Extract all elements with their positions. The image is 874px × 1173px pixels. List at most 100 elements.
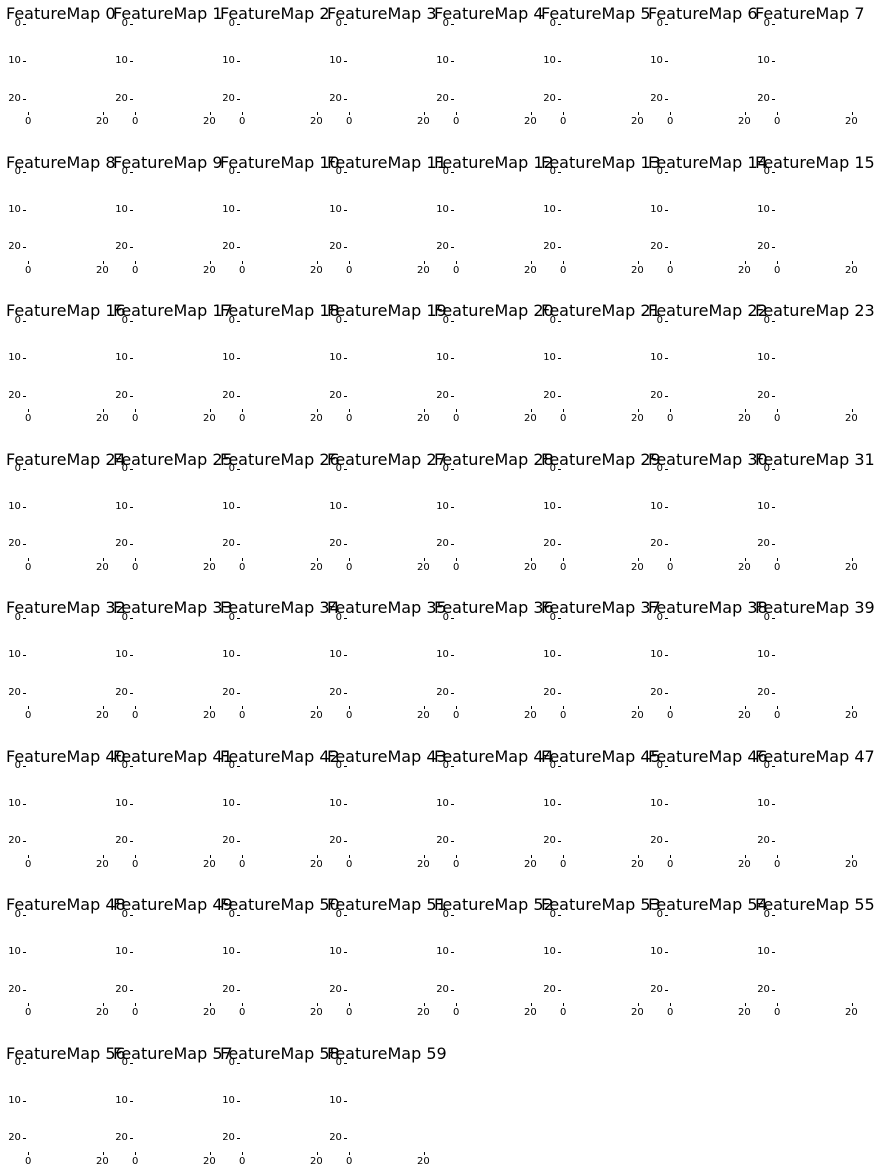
x-tick-label: 20 xyxy=(310,414,323,424)
feature-map-title: FeatureMap 49 xyxy=(113,895,243,914)
y-tick-label: 0 xyxy=(657,910,663,920)
y-tick-mark xyxy=(451,841,454,842)
y-tick-label: 20 xyxy=(757,94,770,104)
feature-map-title: FeatureMap 44 xyxy=(434,747,564,766)
x-tick-label: 0 xyxy=(132,711,138,721)
x-tick-mark xyxy=(103,1003,104,1006)
x-tick-label: 20 xyxy=(417,265,430,276)
x-tick-label: 0 xyxy=(132,1156,138,1167)
feature-map-title: FeatureMap 33 xyxy=(113,598,243,617)
y-tick-label: 20 xyxy=(543,688,556,698)
y-tick-label: 10 xyxy=(115,1096,128,1106)
x-tick-mark xyxy=(103,112,104,115)
x-tick-mark xyxy=(242,557,243,561)
y-tick-mark xyxy=(772,24,775,25)
x-tick-label: 20 xyxy=(738,414,751,424)
feature-map-title: FeatureMap 42 xyxy=(220,747,350,766)
x-tick-label: 20 xyxy=(631,117,644,127)
y-tick-label: 20 xyxy=(543,242,556,252)
y-tick-label: 20 xyxy=(650,836,663,846)
y-tick-label: 0 xyxy=(764,613,770,623)
feature-map-title: FeatureMap 2 xyxy=(220,4,350,23)
y-tick-label: 10 xyxy=(222,56,235,66)
y-tick-label: 20 xyxy=(436,985,449,995)
y-tick-mark xyxy=(23,469,26,470)
y-tick-mark xyxy=(772,321,775,322)
y-tick-mark xyxy=(23,1138,26,1139)
x-tick-label: 20 xyxy=(203,265,216,276)
y-tick-mark xyxy=(344,507,347,508)
y-tick-label: 10 xyxy=(329,1096,342,1106)
y-tick-label: 10 xyxy=(8,205,21,215)
y-tick-mark xyxy=(665,990,668,991)
y-tick-label: 10 xyxy=(757,947,770,957)
x-tick-mark xyxy=(777,260,778,264)
y-tick-label: 0 xyxy=(122,1058,128,1068)
y-tick-mark xyxy=(237,1063,240,1064)
y-tick-mark xyxy=(665,766,668,767)
x-tick-label: 20 xyxy=(310,711,323,721)
x-tick-mark xyxy=(349,706,350,709)
y-tick-label: 20 xyxy=(8,688,21,698)
y-tick-mark xyxy=(130,507,133,508)
y-tick-label: 10 xyxy=(436,502,449,512)
y-tick-mark xyxy=(451,952,454,953)
y-tick-mark xyxy=(130,952,133,953)
x-tick-label: 0 xyxy=(132,117,138,127)
x-tick-label: 0 xyxy=(25,711,31,721)
y-tick-mark xyxy=(558,469,561,470)
y-tick-mark xyxy=(23,247,26,248)
x-tick-mark xyxy=(638,409,639,412)
x-tick-label: 20 xyxy=(417,711,430,721)
y-tick-label: 20 xyxy=(650,391,663,401)
x-tick-mark xyxy=(28,706,29,709)
y-tick-mark xyxy=(23,655,26,656)
y-tick-mark xyxy=(558,766,561,767)
x-tick-mark xyxy=(349,1151,350,1155)
y-tick-label: 10 xyxy=(115,650,128,660)
y-tick-label: 0 xyxy=(229,1058,235,1068)
y-tick-label: 10 xyxy=(115,205,128,215)
y-tick-label: 10 xyxy=(650,799,663,809)
y-tick-mark xyxy=(451,99,454,100)
y-tick-mark xyxy=(344,99,347,100)
y-tick-label: 0 xyxy=(657,464,663,474)
x-tick-mark xyxy=(103,557,104,561)
x-tick-mark xyxy=(135,260,136,264)
y-tick-mark xyxy=(130,210,133,211)
feature-map-title: FeatureMap 19 xyxy=(327,301,457,320)
y-tick-mark xyxy=(237,172,240,173)
x-tick-mark xyxy=(349,557,350,561)
y-tick-label: 20 xyxy=(436,94,449,104)
y-tick-label: 20 xyxy=(115,539,128,549)
y-tick-label: 0 xyxy=(15,316,21,326)
feature-map-title: FeatureMap 31 xyxy=(755,450,874,469)
x-tick-mark xyxy=(531,854,532,858)
y-tick-label: 20 xyxy=(115,94,128,104)
y-tick-mark xyxy=(130,99,133,100)
y-tick-mark xyxy=(451,766,454,767)
y-tick-mark xyxy=(23,61,26,62)
x-tick-mark xyxy=(638,260,639,264)
y-tick-label: 10 xyxy=(436,799,449,809)
x-tick-label: 0 xyxy=(453,265,459,276)
y-tick-mark xyxy=(344,396,347,397)
x-tick-mark xyxy=(317,706,318,709)
feature-map-title: FeatureMap 50 xyxy=(220,895,350,914)
y-tick-mark xyxy=(23,804,26,805)
y-tick-label: 0 xyxy=(122,167,128,177)
feature-map-title: FeatureMap 17 xyxy=(113,301,243,320)
y-tick-mark xyxy=(665,172,668,173)
x-tick-mark xyxy=(317,854,318,858)
x-tick-mark xyxy=(852,112,853,115)
y-tick-label: 10 xyxy=(436,650,449,660)
x-tick-mark xyxy=(242,1151,243,1155)
x-tick-label: 0 xyxy=(560,711,566,721)
x-tick-label: 20 xyxy=(738,562,751,573)
y-tick-mark xyxy=(558,99,561,100)
x-tick-label: 0 xyxy=(239,859,245,870)
feature-map-title: FeatureMap 38 xyxy=(648,598,778,617)
x-tick-label: 20 xyxy=(845,117,858,127)
x-tick-label: 0 xyxy=(132,859,138,870)
x-tick-mark xyxy=(456,112,457,115)
